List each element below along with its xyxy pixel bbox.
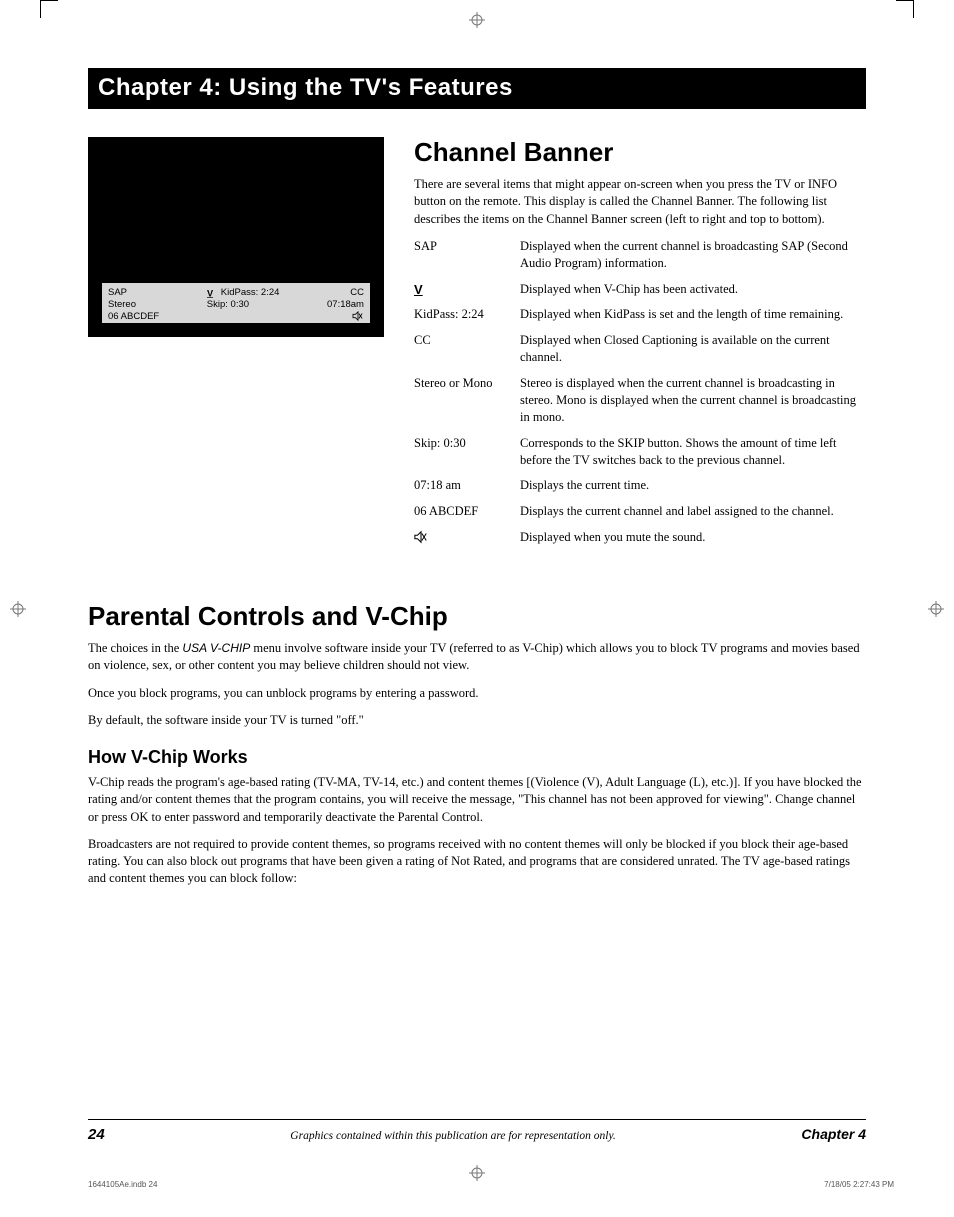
section-title-parental: Parental Controls and V-Chip: [88, 601, 866, 632]
svg-text:V: V: [414, 282, 423, 296]
footer-chapter: Chapter 4: [801, 1126, 866, 1142]
banner-cc: CC: [350, 287, 364, 298]
term-kidpass: KidPass: 2:24: [414, 306, 520, 323]
term-skip: Skip: 0:30: [414, 435, 520, 469]
term-time: 07:18 am: [414, 477, 520, 494]
term-stereo-mono: Stereo or Mono: [414, 375, 520, 426]
desc-stereo-mono: Stereo is displayed when the current cha…: [520, 375, 866, 426]
crop-mark: [40, 0, 58, 1]
svg-text:V: V: [207, 288, 214, 298]
banner-sap: SAP: [108, 287, 159, 298]
banner-skip: Skip: 0:30: [207, 299, 280, 310]
registration-mark-icon: [469, 1165, 485, 1181]
page-content: Chapter 4: Using the TV's Features SAP S…: [88, 68, 866, 898]
desc-cc: Displayed when Closed Captioning is avai…: [520, 332, 866, 366]
vchip-p4: V-Chip reads the program's age-based rat…: [88, 774, 866, 826]
channel-banner-illustration: SAP Stereo 06 ABCDEF V KidPass: 2:24 Ski…: [88, 137, 384, 337]
crop-mark: [896, 0, 914, 1]
subsection-title-how-vchip: How V-Chip Works: [88, 747, 866, 768]
desc-skip: Corresponds to the SKIP button. Shows th…: [520, 435, 866, 469]
page-number: 24: [88, 1126, 105, 1143]
banner-time: 07:18am: [327, 299, 364, 310]
banner-stereo: Stereo: [108, 299, 159, 310]
parental-p2: Once you block programs, you can unblock…: [88, 685, 866, 702]
channel-banner-strip: SAP Stereo 06 ABCDEF V KidPass: 2:24 Ski…: [102, 283, 370, 323]
registration-mark-icon: [469, 12, 485, 28]
menu-name-usa-vchip: USA V-CHIP: [182, 641, 250, 655]
vchip-p5: Broadcasters are not required to provide…: [88, 836, 866, 888]
term-channel: 06 ABCDEF: [414, 503, 520, 520]
banner-channel: 06 ABCDEF: [108, 311, 159, 322]
definition-list: SAP Displayed when the current channel i…: [414, 238, 866, 546]
section-title-channel-banner: Channel Banner: [414, 137, 866, 168]
registration-mark-icon: [10, 601, 26, 617]
mute-icon: [352, 311, 364, 321]
print-slug-left: 1644105Ae.indb 24: [88, 1180, 157, 1189]
text: The choices in the: [88, 641, 182, 655]
parental-p1: The choices in the USA V-CHIP menu invol…: [88, 640, 866, 675]
mute-icon: [414, 529, 520, 546]
registration-mark-icon: [928, 601, 944, 617]
print-slug-right: 7/18/05 2:27:43 PM: [824, 1180, 894, 1189]
crop-mark: [913, 0, 914, 18]
desc-kidpass: Displayed when KidPass is set and the le…: [520, 306, 866, 323]
vchip-icon: V: [207, 288, 217, 298]
desc-time: Displays the current time.: [520, 477, 866, 494]
desc-vchip: Displayed when V-Chip has been activated…: [520, 281, 866, 298]
banner-kidpass: KidPass: 2:24: [221, 287, 280, 298]
term-cc: CC: [414, 332, 520, 366]
crop-mark: [40, 0, 41, 18]
desc-sap: Displayed when the current channel is br…: [520, 238, 866, 272]
desc-mute: Displayed when you mute the sound.: [520, 529, 866, 546]
vchip-icon: V: [414, 281, 520, 298]
term-sap: SAP: [414, 238, 520, 272]
footer-disclaimer: Graphics contained within this publicati…: [290, 1130, 616, 1142]
parental-p3: By default, the software inside your TV …: [88, 712, 866, 729]
desc-channel: Displays the current channel and label a…: [520, 503, 866, 520]
channel-banner-intro: There are several items that might appea…: [414, 176, 866, 228]
chapter-title-bar: Chapter 4: Using the TV's Features: [88, 68, 866, 109]
page-footer: 24 Graphics contained within this public…: [88, 1119, 866, 1143]
